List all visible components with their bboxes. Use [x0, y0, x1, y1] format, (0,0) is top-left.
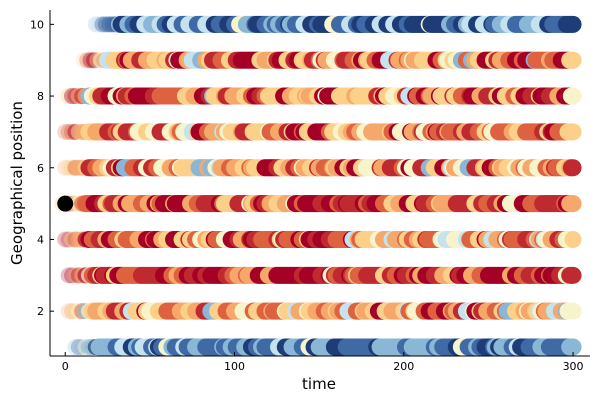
x-tick-label: 0 — [62, 360, 69, 373]
x-axis-ticks: 0 100 200 300 — [62, 352, 584, 373]
data-point — [564, 15, 582, 33]
initial-point — [57, 195, 74, 212]
x-tick-label: 300 — [563, 360, 584, 373]
data-point — [564, 51, 582, 69]
data-point — [564, 338, 582, 356]
data-point — [564, 230, 582, 248]
data-point — [57, 88, 74, 105]
data-point — [87, 16, 104, 33]
y-tick-label: 4 — [37, 233, 44, 246]
data-point — [57, 123, 74, 140]
data-point — [564, 123, 582, 141]
x-tick-label: 100 — [224, 360, 245, 373]
data-point — [67, 339, 84, 356]
data-point — [564, 87, 582, 105]
x-tick-label: 200 — [393, 360, 414, 373]
x-axis-title: time — [302, 375, 336, 393]
y-tick-label: 8 — [37, 90, 44, 103]
data-point — [564, 159, 582, 177]
data-point — [564, 266, 582, 284]
y-axis-ticks: 2 4 6 8 10 — [30, 18, 54, 318]
y-tick-label: 6 — [37, 162, 44, 175]
data-point — [75, 52, 92, 69]
data-point — [57, 159, 74, 176]
data-point — [564, 195, 582, 213]
y-tick-label: 2 — [37, 305, 44, 318]
data-point — [60, 303, 77, 320]
y-axis-title: Geographical position — [8, 101, 26, 265]
data-point — [57, 231, 74, 248]
data-point — [60, 267, 77, 284]
y-tick-label: 10 — [30, 18, 44, 31]
data-points — [53, 15, 582, 356]
data-point — [564, 302, 582, 320]
